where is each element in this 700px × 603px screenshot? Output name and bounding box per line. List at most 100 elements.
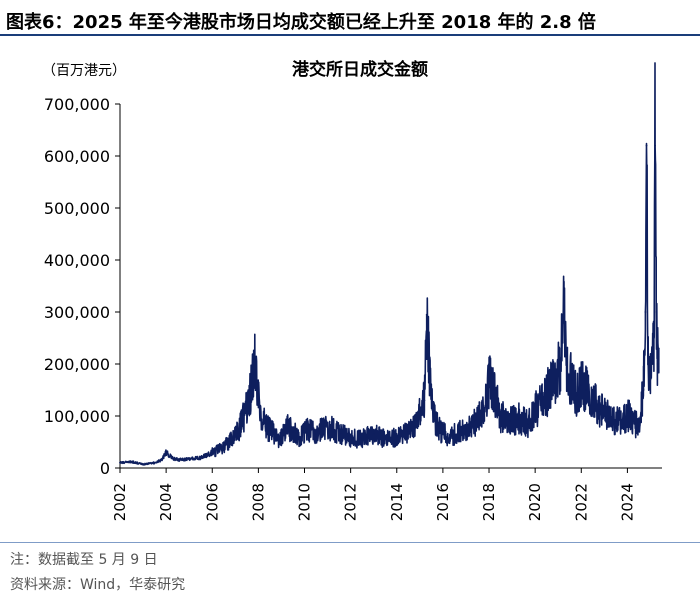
unit-label: （百万港元） <box>42 63 126 79</box>
data-point <box>153 461 156 464</box>
data-point <box>563 311 565 313</box>
data-point <box>142 463 144 466</box>
data-note: 注：数据截至 5 月 9 日 <box>10 552 158 568</box>
x-tick-label: 2014 <box>388 483 406 521</box>
data-point <box>188 458 191 461</box>
data-point <box>628 415 631 417</box>
data-point <box>575 394 578 397</box>
data-point <box>458 430 460 433</box>
data-point <box>356 438 359 441</box>
data-point <box>483 409 486 412</box>
x-tick-label: 2022 <box>572 483 590 521</box>
data-point <box>518 417 520 420</box>
data-point <box>584 389 587 391</box>
data-point <box>172 457 174 460</box>
title-rule <box>0 34 700 36</box>
data-point <box>425 313 428 316</box>
data-point <box>165 451 168 454</box>
data-point <box>598 409 601 412</box>
data-point <box>656 363 659 365</box>
data-point <box>492 389 495 391</box>
data-point <box>423 399 426 402</box>
data-point <box>372 433 375 436</box>
data-point <box>654 144 656 147</box>
data-point <box>324 425 327 428</box>
data-point <box>649 378 652 381</box>
data-point <box>429 378 432 381</box>
y-tick-label: 600,000 <box>44 147 110 166</box>
data-point <box>298 435 301 438</box>
data-point <box>614 420 617 423</box>
y-tick-label: 400,000 <box>44 251 110 270</box>
data-point <box>254 357 256 360</box>
data-point <box>199 456 202 459</box>
data-point <box>566 373 569 376</box>
data-point <box>347 435 350 438</box>
data-point <box>160 459 163 462</box>
data-point <box>271 430 274 433</box>
data-point <box>527 422 530 425</box>
x-tick-label: 2004 <box>157 483 175 521</box>
data-point <box>257 399 260 402</box>
data-point <box>559 363 562 365</box>
data-point <box>645 144 648 147</box>
data-point <box>621 417 624 420</box>
data-point <box>508 420 511 423</box>
data-point <box>571 378 573 381</box>
data-point <box>130 460 133 463</box>
x-tick-label: 2010 <box>296 483 314 521</box>
line-chart: 港交所日成交金额 （百万港元） 0 100,000 200,000 300,000 40… <box>42 59 662 521</box>
data-point <box>439 430 442 433</box>
data-point <box>248 399 251 402</box>
data-point <box>655 311 658 313</box>
data-point <box>657 347 660 350</box>
data-point <box>278 441 281 443</box>
data-point <box>365 435 368 438</box>
x-tick-label: 2006 <box>203 483 221 521</box>
y-tick-label: 700,000 <box>44 95 110 114</box>
data-point <box>638 425 640 428</box>
data-point <box>555 378 557 381</box>
data-point <box>241 420 244 423</box>
data-point <box>534 409 537 412</box>
series-line <box>119 62 660 466</box>
data-point <box>292 430 294 433</box>
data-point <box>340 433 343 436</box>
data-point <box>234 435 237 438</box>
data-point <box>305 428 308 430</box>
data-point <box>548 389 550 391</box>
data-point <box>633 422 636 425</box>
y-tick-label: 100,000 <box>44 407 110 426</box>
data-point <box>608 417 610 420</box>
y-tick-label: 300,000 <box>44 303 110 322</box>
x-tick-label: 2016 <box>434 483 452 521</box>
data-point <box>651 363 654 365</box>
data-point <box>432 415 435 417</box>
data-point <box>211 451 214 454</box>
data-point <box>407 430 410 433</box>
data-point <box>416 420 419 423</box>
y-tick-label: 500,000 <box>44 199 110 218</box>
x-tick-label: 2012 <box>342 483 360 521</box>
data-point <box>465 428 467 430</box>
data-point <box>653 337 655 339</box>
x-tick-label: 2024 <box>618 483 636 521</box>
data-point <box>222 446 225 449</box>
data-point <box>499 415 502 417</box>
x-tick-label: 2002 <box>111 483 129 521</box>
data-point <box>644 311 647 313</box>
data-point <box>315 433 317 436</box>
figure-title: 图表6：2025 年至今港股市场日均成交额已经上升至 2018 年的 2.8 倍 <box>6 12 596 33</box>
data-point <box>251 373 254 376</box>
chart-title: 港交所日成交金额 <box>292 59 428 80</box>
data-point <box>448 435 451 438</box>
data-point <box>474 420 477 423</box>
data-point <box>541 399 543 402</box>
data-point <box>264 425 267 428</box>
data-point <box>384 438 387 441</box>
data-point <box>119 461 121 464</box>
data-point <box>602 404 605 407</box>
data-point <box>179 458 181 461</box>
data-point <box>647 363 650 365</box>
y-tick-label: 0 <box>100 459 110 478</box>
